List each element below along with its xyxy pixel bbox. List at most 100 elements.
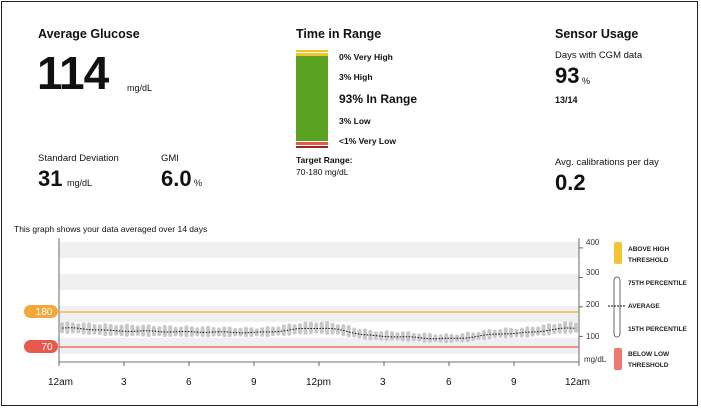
percentile-bar (238, 327, 243, 337)
percentile-bar (357, 328, 362, 339)
percentile-bar (92, 323, 97, 335)
percentile-bars (60, 321, 578, 344)
percentile-bar (81, 322, 86, 335)
percentile-bar (211, 327, 216, 337)
tir-bar-very-low (296, 146, 328, 148)
calibrations-value: 0.2 (555, 170, 586, 195)
tir-bar-low (296, 142, 328, 145)
low-threshold-pill (24, 340, 58, 353)
percentile-bar (308, 321, 313, 335)
percentile-bar (427, 332, 432, 343)
percentile-bar (346, 325, 351, 338)
percentile-bar (146, 324, 151, 337)
chart-band (59, 290, 579, 306)
legend-percentile-swatch (613, 276, 621, 338)
high-threshold-label: 180 (36, 307, 53, 318)
y-tick-label: 200 (586, 300, 600, 309)
percentile-bar (319, 321, 324, 334)
x-tick-label: 3 (121, 377, 127, 388)
high-threshold-pill (24, 305, 58, 318)
percentile-bar (530, 326, 535, 337)
percentile-bar (492, 329, 497, 339)
x-tick-label: 12am (48, 377, 74, 388)
gmi-unit: % (194, 178, 203, 188)
percentile-bar (541, 324, 546, 336)
percentile-bar (411, 332, 416, 342)
percentile-bar (179, 326, 184, 337)
x-tick-label: 12pm (306, 377, 332, 388)
days-cgm-label: Days with CGM data (555, 50, 643, 61)
tir-in-range: 93% In Range (339, 92, 418, 106)
x-tick-label: 9 (511, 377, 517, 388)
tir-high: 3% High (339, 72, 373, 82)
legend-p75: 75TH PERCENTILE (628, 280, 687, 287)
percentile-bar (287, 323, 292, 336)
tir-title: Time in Range (296, 27, 382, 41)
percentile-bar (151, 325, 156, 337)
percentile-bar (352, 327, 357, 338)
days-cgm-fraction: 13/14 (555, 95, 578, 105)
percentile-bar (281, 324, 286, 336)
percentile-bar (119, 324, 124, 337)
percentile-bar (314, 322, 319, 334)
gmi-label: GMI (161, 153, 179, 164)
percentile-bar (422, 332, 427, 343)
x-tick-label: 12am (565, 377, 591, 388)
percentile-bar (519, 327, 524, 338)
avg-glucose-unit: mg/dL (127, 83, 153, 93)
x-tick-label: 9 (251, 377, 257, 388)
percentile-bar (395, 332, 400, 341)
percentile-bar (465, 331, 470, 343)
percentile-bar (200, 326, 205, 338)
x-tick-label: 3 (380, 377, 386, 388)
tir-bar-very-high (296, 50, 328, 52)
percentile-bar (438, 334, 443, 343)
y-unit-label: mg/dL (584, 355, 607, 364)
percentile-bar (184, 325, 189, 338)
tir-low: 3% Low (339, 116, 371, 126)
percentile-bar (124, 323, 129, 337)
percentile-bar (390, 331, 395, 341)
percentile-bar (292, 324, 297, 335)
std-dev-label: Standard Deviation (38, 153, 119, 164)
agp-chart: 180 70 (24, 238, 626, 370)
chart-band (59, 258, 579, 274)
percentile-bar (173, 326, 178, 337)
chart-band (59, 322, 579, 338)
y-tick-label: 300 (586, 268, 600, 277)
percentile-bar (552, 323, 557, 335)
percentile-bar (546, 323, 551, 336)
chart-band (59, 274, 579, 290)
percentile-bar (65, 321, 70, 334)
percentile-bar (233, 327, 238, 337)
percentile-bar (243, 326, 248, 338)
target-range-value: 70-180 mg/dL (296, 167, 349, 177)
gmi-value: 6.0 (161, 166, 192, 191)
tir-bar-high (296, 53, 328, 56)
y-tick-label: 100 (586, 332, 600, 341)
x-ticks (58, 362, 580, 366)
days-cgm-unit: % (582, 76, 591, 86)
y-ticks (579, 247, 583, 337)
percentile-bar (70, 322, 75, 334)
tir-very-low: <1% Very Low (339, 136, 396, 146)
avg-glucose-title: Average Glucose (38, 27, 140, 41)
percentile-bar (168, 325, 173, 338)
std-dev-unit: mg/dL (67, 178, 93, 188)
percentile-bar (265, 326, 270, 338)
legend-above-high: ABOVE HIGH THRESHOLD (628, 246, 670, 264)
percentile-bar (260, 327, 265, 337)
percentile-bar (536, 326, 541, 336)
legend-above-high-swatch (614, 242, 622, 264)
std-dev-value: 31 (38, 166, 63, 191)
percentile-bar (460, 333, 465, 343)
percentile-bar (157, 326, 162, 337)
x-tick-label: 6 (186, 377, 192, 388)
legend-p15: 15TH PERCENTILE (628, 326, 687, 333)
legend-below-low: BELOW LOW THRESHOLD (628, 351, 670, 369)
avg-glucose-value: 114 (37, 47, 109, 99)
legend-average: AVERAGE (628, 303, 660, 310)
percentile-bar (162, 324, 167, 338)
tir-very-high: 0% Very High (339, 52, 393, 62)
